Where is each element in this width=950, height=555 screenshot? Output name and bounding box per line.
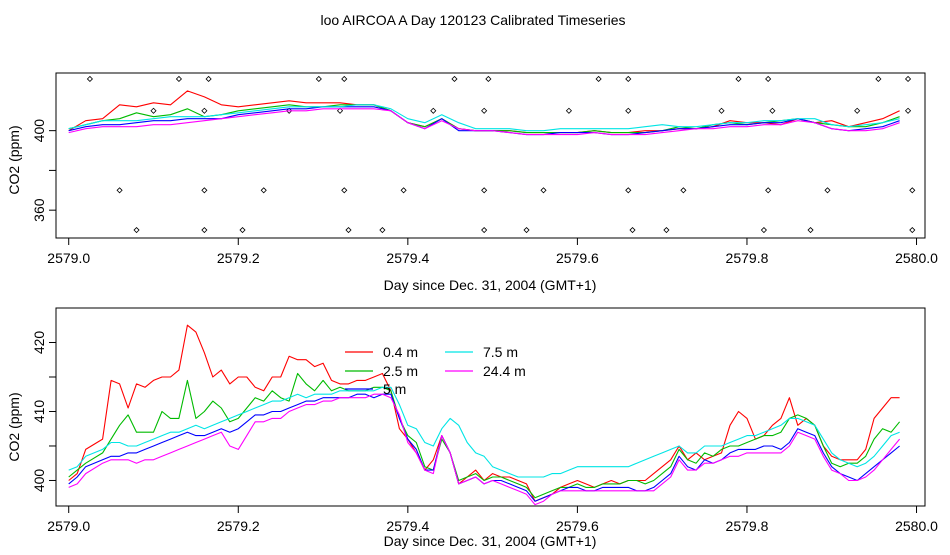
x-tick-label: 2579.2 <box>217 518 260 534</box>
flag-point <box>286 107 293 114</box>
y-tick-label: 360 <box>31 198 47 222</box>
flag-point <box>400 187 407 194</box>
flag-point <box>201 107 208 114</box>
flag-point <box>315 75 322 83</box>
legend: 0.4 m 2.5 m 5 m 7.5 m 24.4 m <box>345 344 526 397</box>
flag-point <box>629 226 636 234</box>
flag-point <box>481 107 488 114</box>
bottom-plot-frame <box>55 307 926 507</box>
flag-point <box>133 226 140 234</box>
flag-point <box>718 107 725 114</box>
flag-point <box>904 107 912 114</box>
x-tick-label: 2579.4 <box>386 518 429 534</box>
flag-point <box>565 107 572 114</box>
x-tick-label: 2580.0 <box>895 250 938 266</box>
flag-point <box>625 187 632 194</box>
series-line-24-4-m <box>68 108 900 136</box>
top-y-axis-label: CO2 (ppm) <box>6 125 22 194</box>
flag-point <box>807 226 814 234</box>
flag-point <box>595 75 602 83</box>
flag-point <box>481 187 488 194</box>
flag-point <box>481 226 488 234</box>
top-flag-points <box>86 75 916 234</box>
top-panel: 2579.0 2579.2 2579.4 2579.6 2579.8 2580.0 360… <box>6 72 938 293</box>
top-x-axis-label: Day since Dec. 31, 2004 (GMT+1) <box>384 277 597 293</box>
flag-point <box>904 75 912 83</box>
flag-point <box>201 226 208 234</box>
y-tick-label: 400 <box>31 119 47 143</box>
flag-point <box>540 187 547 194</box>
legend-label: 7.5 m <box>483 344 518 360</box>
flag-point <box>765 75 772 83</box>
flag-point <box>379 226 386 234</box>
flag-point <box>205 75 212 83</box>
bottom-x-axis-label: Day since Dec. 31, 2004 (GMT+1) <box>384 533 597 549</box>
x-tick-label: 2580.0 <box>895 518 938 534</box>
top-y-axis: 360 400 <box>31 119 56 222</box>
flag-point <box>909 187 916 194</box>
x-tick-label: 2579.0 <box>47 518 90 534</box>
flag-point <box>769 107 776 114</box>
legend-label: 2.5 m <box>383 363 418 379</box>
flag-point <box>625 75 632 83</box>
flag-point <box>663 226 670 234</box>
x-tick-label: 2579.8 <box>726 250 769 266</box>
flag-point <box>239 226 246 234</box>
flag-point <box>765 187 772 194</box>
series-line-2-5-m <box>68 372 901 499</box>
legend-label: 24.4 m <box>483 363 526 379</box>
series-line-24-4-m <box>68 393 901 506</box>
top-x-axis: 2579.0 2579.2 2579.4 2579.6 2579.8 2580.0 <box>47 238 938 266</box>
y-tick-label: 410 <box>31 400 47 424</box>
bottom-panel: 2579.0 2579.2 2579.4 2579.6 2579.8 2580.0 400… <box>6 307 938 549</box>
flag-point <box>341 187 348 194</box>
flag-point <box>735 75 742 83</box>
flag-point <box>336 107 344 114</box>
flag-point <box>909 226 916 234</box>
legend-label: 5 m <box>383 381 406 397</box>
flag-point <box>523 226 530 234</box>
series-line-7-5-m <box>68 386 900 478</box>
flag-point <box>824 187 831 194</box>
flag-point <box>150 107 157 114</box>
bottom-x-axis: 2579.0 2579.2 2579.4 2579.6 2579.8 2580.0 <box>47 506 938 534</box>
series-line-7-5-m <box>68 104 900 132</box>
figure-title: loo AIRCOA A Day 120123 Calibrated Times… <box>320 12 625 28</box>
flag-point <box>680 187 687 194</box>
x-tick-label: 2579.6 <box>556 518 599 534</box>
flag-point <box>341 75 348 83</box>
flag-point <box>760 226 767 234</box>
x-tick-label: 2579.6 <box>556 250 599 266</box>
flag-point <box>854 107 861 114</box>
top-series-lines <box>68 90 900 136</box>
legend-label: 0.4 m <box>383 344 418 360</box>
flag-point <box>345 226 352 234</box>
y-tick-label: 400 <box>31 469 47 493</box>
flag-point <box>485 75 492 83</box>
bottom-y-axis: 400 410 420 <box>31 331 56 493</box>
flag-point <box>430 107 437 114</box>
top-plot-frame <box>55 72 926 239</box>
flag-point <box>625 107 632 114</box>
bottom-series-lines <box>68 324 901 506</box>
x-tick-label: 2579.0 <box>47 250 90 266</box>
x-tick-label: 2579.8 <box>726 518 769 534</box>
series-line-5-m <box>68 393 900 502</box>
flag-point <box>175 75 182 83</box>
bottom-y-axis-label: CO2 (ppm) <box>6 392 22 461</box>
y-tick-label: 420 <box>31 331 47 355</box>
x-tick-label: 2579.2 <box>217 250 260 266</box>
x-tick-label: 2579.4 <box>386 250 429 266</box>
flag-point <box>875 75 882 83</box>
flag-point <box>116 187 123 194</box>
flag-point <box>260 187 267 194</box>
flag-point <box>86 75 93 83</box>
flag-point <box>451 75 458 83</box>
flag-point <box>201 187 208 194</box>
